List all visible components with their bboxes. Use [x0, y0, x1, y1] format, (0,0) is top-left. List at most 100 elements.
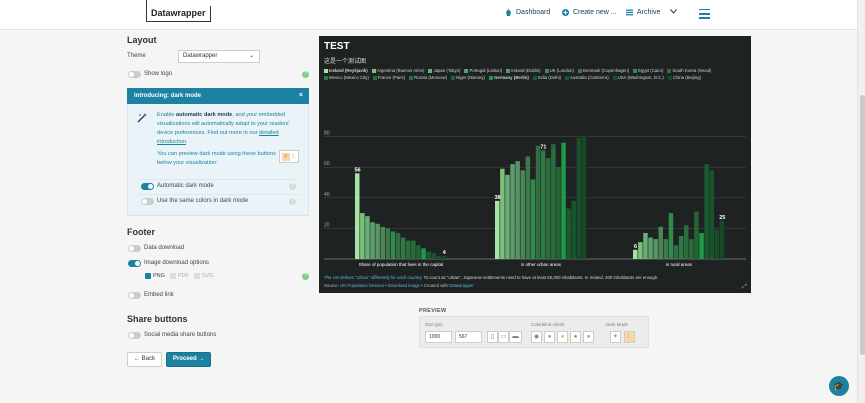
bar: [515, 161, 520, 259]
bar: [500, 168, 505, 259]
scrollbar-thumb[interactable]: [859, 95, 865, 355]
bar: [714, 229, 720, 259]
image-download-toggle[interactable]: [128, 260, 141, 267]
expand-icon[interactable]: ⤢: [742, 284, 747, 290]
auto-darkmode-label: Automatic dark mode: [157, 183, 214, 189]
archive-menu[interactable]: Archive: [626, 9, 678, 16]
proceed-button[interactable]: Proceed →: [166, 352, 212, 367]
data-label: 4: [443, 250, 447, 256]
bar: [719, 220, 725, 259]
data-download-toggle[interactable]: [128, 245, 141, 252]
chevron-down-icon: [670, 9, 678, 16]
y-tick-label: 20: [324, 222, 330, 228]
bar: [653, 239, 658, 259]
create-new-label: Create new ...: [573, 9, 617, 16]
bar: [658, 226, 663, 259]
help-icon[interactable]: ?: [289, 183, 296, 190]
help-icon[interactable]: ?: [289, 198, 296, 205]
protanopia-icon[interactable]: ●: [544, 331, 555, 343]
bar: [694, 211, 699, 259]
dashboard-link[interactable]: Dashboard: [505, 9, 550, 16]
moon-icon[interactable]: ☾: [624, 331, 635, 343]
tritanopia-icon[interactable]: ●: [570, 331, 581, 343]
download-image-link[interactable]: Download image: [387, 283, 420, 288]
tablet-icon[interactable]: ▭: [498, 331, 509, 343]
legend-swatch: [532, 75, 537, 80]
share-heading: Share buttons: [127, 314, 188, 324]
data-label: 71: [540, 144, 546, 150]
moon-icon[interactable]: ☾: [291, 154, 298, 160]
legend-label: USA (Washington, D.C.): [617, 75, 664, 80]
height-input[interactable]: 567: [455, 331, 482, 343]
detailed-introduction-link[interactable]: detailed introduction: [157, 130, 279, 145]
show-logo-toggle[interactable]: [128, 71, 141, 78]
source-link[interactable]: UN Population Division: [340, 283, 384, 288]
datawrapper-link[interactable]: Datawrapper: [449, 283, 474, 288]
legend-item: Iceland (Reykjavik): [324, 67, 368, 74]
legend-swatch: [324, 68, 328, 73]
back-button[interactable]: ← Back: [127, 352, 163, 367]
close-icon[interactable]: ×: [298, 92, 303, 99]
bar: [648, 237, 653, 259]
datawrapper-logo[interactable]: Datawrapper: [146, 0, 211, 22]
bar: [566, 208, 571, 259]
y-tick-label: 60: [324, 161, 330, 167]
help-icon[interactable]: ?: [302, 71, 309, 78]
colorblind-label: Colorblind check: [531, 322, 565, 327]
legend-swatch: [464, 68, 469, 73]
darkmode-intro-header: Introducing: dark mode ×: [127, 88, 309, 104]
legend-item: Mexico (Mexico City): [324, 74, 369, 81]
legend-swatch: [564, 75, 569, 80]
same-colors-toggle[interactable]: [141, 198, 154, 205]
create-new-button[interactable]: Create new ...: [562, 9, 617, 16]
svg-label: SVG: [202, 273, 214, 279]
legend-swatch: [667, 68, 672, 73]
sun-icon[interactable]: ☀: [610, 331, 621, 343]
help-icon[interactable]: ?: [302, 273, 309, 280]
legend-item: Argentina (Buenos Aires): [371, 67, 424, 74]
desktop-icon[interactable]: ▬: [509, 331, 522, 343]
svg-checkbox[interactable]: [194, 273, 200, 279]
social-share-toggle[interactable]: [128, 332, 141, 339]
darkmode-preview-buttons[interactable]: ☀ ☾: [279, 150, 299, 163]
same-colors-label: Use the same colors in dark mode: [157, 198, 249, 204]
source-sep: •: [383, 283, 388, 288]
bar: [411, 240, 416, 259]
legend-item: UK (London): [544, 67, 574, 74]
archive-label: Archive: [637, 9, 661, 16]
bar: [540, 150, 546, 259]
legend-swatch: [428, 68, 433, 73]
bar: [704, 164, 709, 259]
legend-label: Russia (Moscow): [414, 75, 448, 80]
note-link[interactable]: The UN defines "Urban" differently for e…: [324, 275, 423, 280]
deuteranopia-icon[interactable]: ●: [557, 331, 568, 343]
page-scrollbar[interactable]: [857, 0, 865, 403]
embed-link-toggle[interactable]: [128, 292, 141, 299]
auto-darkmode-toggle[interactable]: [141, 183, 154, 190]
legend-item: Australia (Canberra): [564, 74, 609, 81]
data-label: 6: [634, 244, 637, 250]
grayscale-icon[interactable]: ●: [583, 331, 594, 343]
legend-swatch: [612, 75, 617, 80]
bar: [431, 252, 436, 259]
legend-item: France (Paris): [372, 74, 405, 81]
phone-icon[interactable]: ▯: [487, 331, 498, 343]
bar: [380, 226, 385, 259]
chart-subtitle: 这是一个测试图: [324, 59, 367, 65]
width-input[interactable]: 1000: [425, 331, 452, 343]
theme-select[interactable]: Datawrapper ⌄: [178, 50, 260, 63]
size-label: Size (px): [425, 322, 443, 327]
bar: [530, 179, 536, 259]
pdf-checkbox[interactable]: [170, 273, 176, 279]
y-tick-label: 40: [324, 192, 330, 198]
y-tick-label: 80: [324, 131, 330, 137]
hamburger-menu-icon[interactable]: [699, 9, 710, 19]
bar: [436, 255, 442, 259]
legend-item: Egypt (Cairo): [633, 67, 663, 74]
png-checkbox[interactable]: [145, 273, 151, 279]
source-prefix: Source:: [324, 283, 341, 288]
eye-icon[interactable]: ◉: [531, 331, 542, 343]
sun-icon[interactable]: ☀: [282, 153, 290, 161]
help-center-icon[interactable]: 🎓: [829, 376, 849, 396]
magic-wand-icon: [137, 112, 148, 125]
